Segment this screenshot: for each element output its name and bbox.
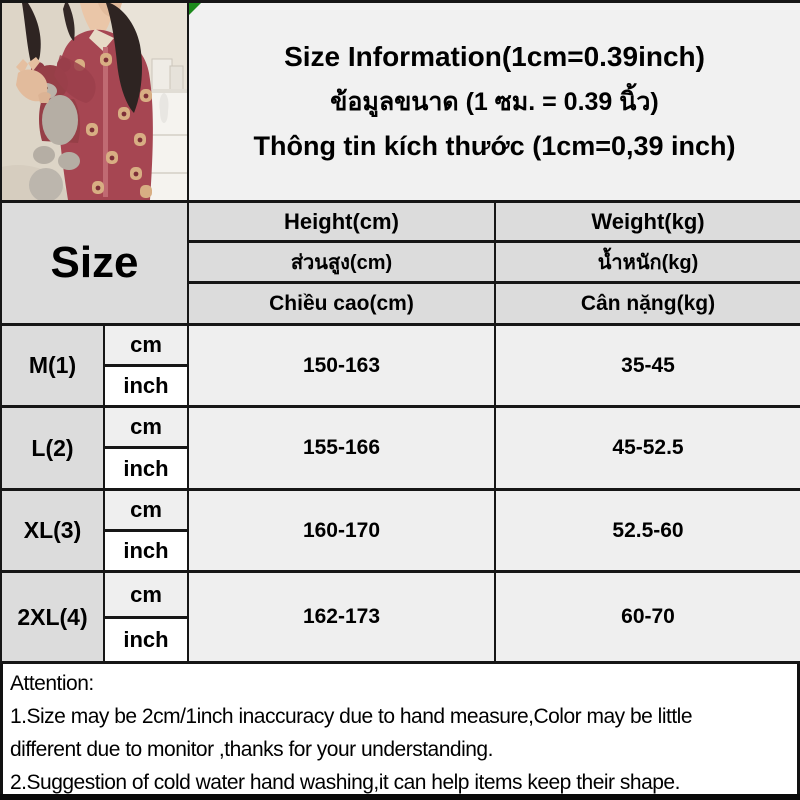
- hair-left-strand: [22, 4, 41, 65]
- height-value-m1: 150-163: [187, 323, 496, 408]
- product-photo: [3, 4, 186, 199]
- weight-value-l2: 45-52.5: [493, 405, 800, 491]
- floor-ball: [29, 168, 63, 199]
- height-value-2xl4: 162-173: [187, 570, 496, 664]
- collar-lapel: [89, 29, 114, 51]
- size-header-cell: Size: [0, 200, 189, 326]
- header-row-th: ส่วนสูง(cm) น้ำหนัก(kg): [1, 240, 800, 284]
- unit-cell-inch: inch: [103, 616, 189, 664]
- weight-value-2xl4: 60-70: [493, 570, 800, 664]
- height-value-xl3: 160-170: [187, 488, 496, 573]
- unit-cell-cm: cm: [103, 323, 189, 367]
- size-label-m1: M(1): [0, 323, 105, 408]
- weight-header-en: Weight(kg): [493, 200, 800, 243]
- product-photo-cell: [0, 0, 189, 203]
- peace-sign-hand: [16, 57, 51, 103]
- table-row-l-cm: L(2) cm 155-166 45-52.5: [0, 405, 800, 491]
- attention-line-1: 1.Size may be 2cm/1inch inaccuracy due t…: [10, 705, 693, 728]
- unit-cell-cm: cm: [103, 488, 189, 532]
- vase: [159, 93, 169, 123]
- attention-line-3: 2.Suggestion of cold water hand washing,…: [10, 771, 680, 794]
- title-cell: Size Information(1cm=0.39inch) ข้อมูลขนา…: [186, 0, 800, 203]
- unit-cell-inch: inch: [103, 529, 189, 573]
- unit-cell-cm: cm: [103, 405, 189, 449]
- height-header-vi: Chiều cao(cm): [187, 281, 496, 326]
- bottom-black-bar: [0, 794, 800, 800]
- unit-cell-inch: inch: [103, 364, 189, 408]
- size-label-2xl4: 2XL(4): [0, 570, 105, 664]
- hair-front-strand: [63, 4, 75, 41]
- unit-cell-inch: inch: [103, 446, 189, 491]
- title-thai: ข้อมูลขนาด (1 ซม. = 0.39 นิ้ว): [330, 88, 659, 116]
- weight-value-xl3: 52.5-60: [493, 488, 800, 573]
- weight-value-m1: 35-45: [493, 323, 800, 408]
- table-row-l-inch: inch: [1, 446, 800, 491]
- hair-right: [106, 4, 142, 113]
- attention-box: Attention: 1.Size may be 2cm/1inch inacc…: [0, 664, 800, 794]
- title-vietnamese: Thông tin kích thước (1cm=0,39 inch): [253, 131, 736, 161]
- attention-heading: Attention:: [10, 672, 94, 695]
- size-label-l2: L(2): [0, 405, 105, 491]
- header-row-vi: Chiều cao(cm) Cân nặng(kg): [1, 281, 800, 326]
- sleeve-over-bear: [54, 55, 96, 103]
- table-row-xl-cm: XL(3) cm 160-170 52.5-60: [0, 488, 800, 573]
- weight-header-th: น้ำหนัก(kg): [493, 240, 800, 284]
- height-header-th: ส่วนสูง(cm): [187, 240, 496, 284]
- height-value-l2: 155-166: [187, 405, 496, 491]
- top-row: Size Information(1cm=0.39inch) ข้อมูลขนา…: [0, 0, 800, 203]
- table-row-2xl-cm: 2XL(4) cm 162-173 60-70: [0, 570, 800, 664]
- size-label-xl3: XL(3): [0, 488, 105, 573]
- weight-header-vi: Cân nặng(kg): [493, 281, 800, 326]
- table-row-m-inch: inch: [1, 364, 800, 408]
- green-corner-marker: [190, 4, 201, 15]
- table-row-2xl-inch: inch: [1, 616, 800, 664]
- table-row-xl-inch: inch: [1, 529, 800, 573]
- title-english: Size Information(1cm=0.39inch): [284, 41, 705, 72]
- size-table: Size Information(1cm=0.39inch) ข้อมูลขนา…: [0, 0, 800, 664]
- height-header-en: Height(cm): [187, 200, 496, 243]
- dresser: [148, 58, 186, 199]
- header-row-en: Size Height(cm) Weight(kg): [0, 200, 800, 326]
- button-placket: [103, 47, 108, 197]
- attention-line-2: different due to monitor ,thanks for you…: [10, 738, 493, 761]
- table-row-m-cm: M(1) cm 150-163 35-45: [0, 323, 800, 408]
- title-stack: Size Information(1cm=0.39inch) ข้อมูลขนา…: [190, 41, 799, 162]
- unit-cell-cm: cm: [103, 570, 189, 619]
